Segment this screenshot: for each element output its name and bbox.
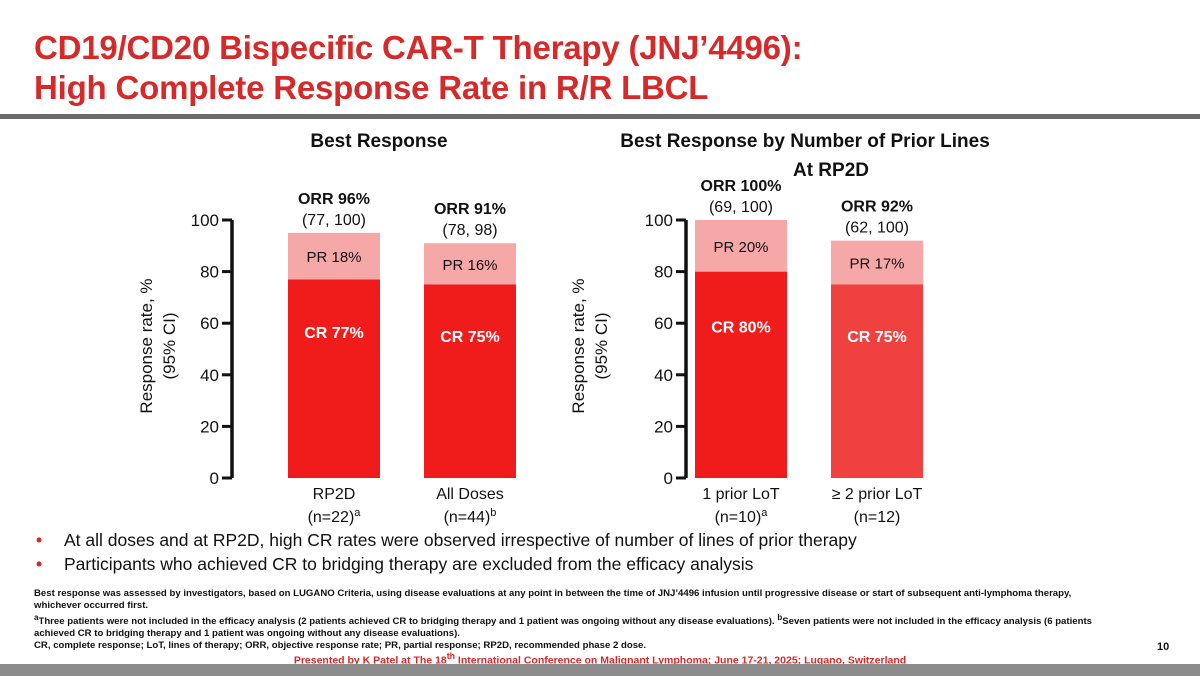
slide-title: CD19/CD20 Bispecific CAR-T Therapy (JNJ’… — [34, 28, 803, 108]
chart2-bar-pr — [831, 240, 923, 285]
chart1-category-n-text: (n=44) — [444, 509, 491, 526]
chart2-ylabel-ci: (95% CI) — [592, 312, 611, 379]
slide-title-line2: High Complete Response Rate in R/R LBCL — [34, 69, 709, 106]
chart1-category-n-text: (n=22) — [308, 509, 355, 526]
presented-post: International Conference on Malignant Ly… — [454, 654, 907, 667]
chart1-y-tick-label: 40 — [200, 366, 219, 385]
chart1-category-label: RP2D — [313, 486, 356, 503]
chart2-y-tick-label: 40 — [654, 366, 673, 385]
chart1-cr-label: CR 75% — [440, 329, 500, 346]
chart2-category-n-text: (n=10) — [715, 509, 762, 526]
chart2-y-tick-label: 60 — [654, 314, 673, 333]
bullet-dot-icon: • — [36, 530, 43, 550]
chart1-bar-pr — [424, 243, 516, 285]
chart1-category-n: (n=44)b — [444, 507, 497, 526]
chart2-y-tick-label: 0 — [664, 469, 673, 488]
title-divider — [0, 114, 1200, 119]
footnote-sup-a: a — [34, 613, 39, 622]
chart2-title: Best Response by Number of Prior Lines — [620, 131, 990, 152]
chart1-bar-pr — [288, 232, 380, 280]
bullet-text: Participants who achieved CR to bridging… — [64, 554, 754, 574]
chart2-category-n: (n=10)a — [715, 507, 769, 526]
chart1-bar-cr — [424, 284, 516, 478]
footnotes: Best response was assessed by investigat… — [34, 588, 1104, 652]
footnote-a-text: Three patients were not included in the … — [38, 616, 778, 628]
presented-sup: th — [446, 651, 455, 661]
bullet-item: • At all doses and at RP2D, high CR rates… — [34, 528, 857, 552]
chart2-orr-ci: (69, 100) — [709, 199, 773, 216]
chart1-category-label: All Doses — [436, 486, 504, 503]
chart1-y-tick-label: 80 — [200, 263, 219, 282]
presented-by: Presented by K Patel at The 18th Interna… — [0, 651, 1200, 667]
bullet-list: • At all doses and at RP2D, high CR rates… — [34, 528, 857, 576]
chart2-title-line2: At RP2D — [793, 160, 869, 181]
chart2-ylabel: Response rate, % — [569, 278, 588, 413]
chart2-orr-ci: (62, 100) — [845, 220, 909, 237]
chart1-orr-label: ORR 91% — [434, 201, 506, 218]
chart2-orr-label: ORR 100% — [701, 178, 782, 195]
chart2-bar-cr — [695, 271, 787, 478]
chart2-bar-cr — [831, 284, 923, 478]
chart2-cr-label: CR 80% — [711, 319, 771, 336]
chart1-orr-label: ORR 96% — [298, 191, 370, 208]
chart1-ylabel: Response rate, % — [137, 278, 156, 413]
chart1-cr-label: CR 77% — [304, 325, 364, 342]
chart2-y-tick-label: 80 — [654, 263, 673, 282]
chart2-y-tick-label: 100 — [645, 211, 673, 230]
chart2-bar-pr — [695, 220, 787, 272]
chart2-y-tick-label: 20 — [654, 417, 673, 436]
chart2-category-label: ≥ 2 prior LoT — [832, 486, 923, 503]
chart1-y-tick-label: 60 — [200, 314, 219, 333]
presented-pre: Presented by K Patel at The 18 — [293, 654, 447, 667]
chart1-bar-cr — [288, 279, 380, 478]
chart2-category-n-text: (n=12) — [854, 509, 901, 526]
chart1-category-sup: a — [354, 507, 361, 519]
chart1-y-tick-label: 20 — [200, 417, 219, 436]
chart2-cr-label: CR 75% — [847, 329, 907, 346]
chart2-orr-label: ORR 92% — [841, 199, 913, 216]
chart1-y-tick-label: 0 — [210, 469, 219, 488]
bullet-item: • Participants who achieved CR to bridgin… — [34, 552, 857, 576]
chart2-category-label: 1 prior LoT — [702, 486, 780, 503]
chart1-category-sup: b — [490, 507, 496, 519]
chart1-title: Best Response — [310, 131, 447, 152]
chart1-category-n: (n=22)a — [308, 507, 362, 526]
slide-title-line1: CD19/CD20 Bispecific CAR-T Therapy (JNJ’… — [34, 29, 803, 66]
footnote-exclusions: aThree patients were not included in the… — [34, 612, 1104, 640]
chart1-ylabel-ci: (95% CI) — [160, 312, 179, 379]
chart1-pr-label: PR 16% — [442, 257, 497, 274]
chart1-pr-label: PR 18% — [306, 249, 361, 266]
bullet-dot-icon: • — [36, 554, 43, 574]
bullet-text: At all doses and at RP2D, high CR rates … — [64, 530, 857, 550]
footer-bar — [0, 664, 1200, 676]
footnote-sup-b: b — [777, 613, 783, 622]
chart2-pr-label: PR 17% — [849, 256, 904, 273]
chart2-pr-label: PR 20% — [713, 239, 768, 256]
chart1-orr-ci: (77, 100) — [302, 212, 366, 229]
chart2-category-n: (n=12) — [854, 509, 901, 526]
chart1-y-tick-label: 100 — [191, 211, 219, 230]
chart2-category-sup: a — [761, 507, 768, 519]
footnote-assessment: Best response was assessed by investigat… — [34, 588, 1072, 611]
footnote-abbreviations: CR, complete response; LoT, lines of the… — [34, 640, 647, 652]
footnote-b-text: Seven patients were not included in the … — [34, 616, 1092, 640]
page-number: 10 — [1157, 641, 1170, 653]
chart1-orr-ci: (78, 98) — [442, 222, 497, 239]
